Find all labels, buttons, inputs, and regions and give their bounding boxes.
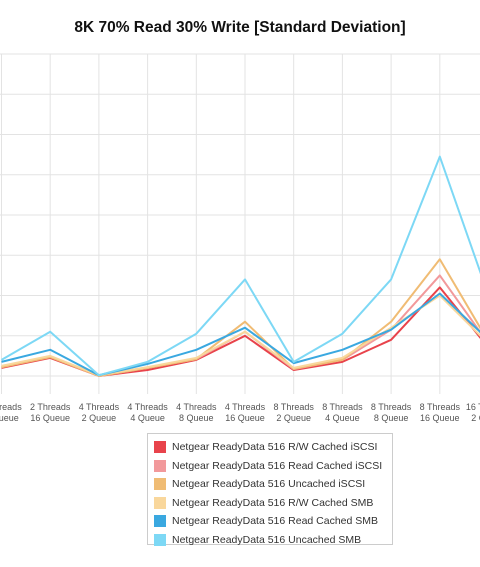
series-line <box>1 292 480 377</box>
x-tick-label: 8 Threads 4 Queue <box>322 402 363 423</box>
legend-item[interactable]: Netgear ReadyData 516 Read Cached SMB <box>154 512 392 531</box>
legend-item[interactable]: Netgear ReadyData 516 R/W Cached SMB <box>154 494 392 513</box>
legend-swatch <box>154 478 166 491</box>
x-tick-label: 8 Threads 2 Queue <box>274 402 315 423</box>
x-tick-label: 4 Threads 16 Queue <box>225 402 266 423</box>
legend-swatch <box>154 441 166 454</box>
legend-swatch <box>154 533 166 546</box>
legend-label: Netgear ReadyData 516 Uncached iSCSI <box>172 478 366 491</box>
series-line <box>0 155 480 377</box>
legend-label: Netgear ReadyData 516 R/W Cached iSCSI <box>172 441 378 454</box>
legend-item[interactable]: Netgear ReadyData 516 Uncached iSCSI <box>154 475 392 494</box>
legend-item[interactable]: Netgear ReadyData 516 Read Cached iSCSI <box>154 457 392 476</box>
chart-legend: Netgear ReadyData 516 R/W Cached iSCSI Ne… <box>147 433 393 546</box>
x-tick-label: 8 Threads 16 Queue <box>420 402 461 423</box>
x-tick-label: 4 Threads 8 Queue <box>176 402 217 423</box>
legend-label: Netgear ReadyData 516 Uncached SMB <box>172 533 362 546</box>
legend-swatch <box>154 459 166 472</box>
legend-label: Netgear ReadyData 516 Read Cached iSCSI <box>172 459 383 472</box>
legend-label: Netgear ReadyData 516 Read Cached SMB <box>172 515 379 528</box>
legend-item[interactable]: Netgear ReadyData 516 R/W Cached iSCSI <box>154 438 392 457</box>
gridlines <box>0 53 480 394</box>
legend-item[interactable]: Netgear ReadyData 516 Uncached SMB <box>154 531 392 550</box>
legend-label: Netgear ReadyData 516 R/W Cached SMB <box>172 496 374 509</box>
legend-swatch <box>154 515 166 528</box>
chart-title: 8K 70% Read 30% Write [Standard Deviatio… <box>74 19 406 36</box>
x-tick-label: 4 Threads 2 Queue <box>79 402 120 423</box>
x-tick-label: 4 Threads 4 Queue <box>127 402 168 423</box>
series-lines <box>0 155 480 377</box>
x-tick-label: 8 Threads 8 Queue <box>371 402 412 423</box>
x-tick-label: 2 Threads 16 Queue <box>30 402 71 423</box>
legend-swatch <box>154 496 166 509</box>
